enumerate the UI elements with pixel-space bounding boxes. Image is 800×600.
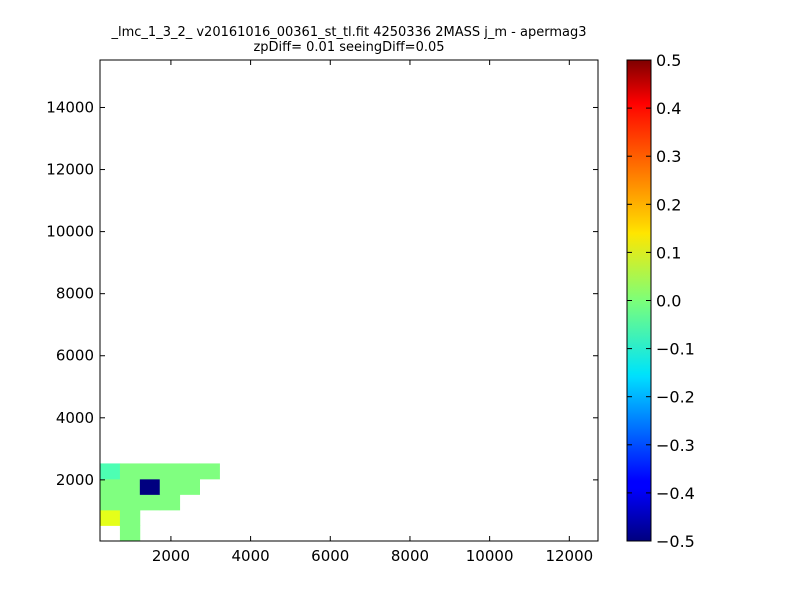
heatmap-cell <box>100 463 121 480</box>
heatmap-cell <box>159 463 181 480</box>
colorbar-tick-label: −0.1 <box>656 340 695 359</box>
y-tick-label: 12000 <box>46 161 94 179</box>
colorbar-tick-label: 0.1 <box>656 243 681 262</box>
heatmap-cell <box>119 525 141 542</box>
heatmap-cell <box>100 509 121 526</box>
colorbar-tick-label: 0.3 <box>656 147 681 166</box>
y-tick-label: 14000 <box>46 98 94 116</box>
heatmap-cell <box>119 478 141 495</box>
colorbar-tick-label: 0.5 <box>656 51 681 70</box>
y-tick-label: 10000 <box>46 223 94 241</box>
colorbar-tick-label: 0.2 <box>656 195 681 214</box>
colorbar-tick-label: −0.4 <box>656 484 695 503</box>
colorbar-axis: 0.5 0.4 0.3 0.2 0.1 0.0 −0.1 −0.2 −0.3 −0.4 −0.5 <box>627 51 695 551</box>
colorbar-tick-label: 0.0 <box>656 292 681 311</box>
x-tick-label: 10000 <box>466 547 514 565</box>
x-tick-label: 8000 <box>391 547 429 565</box>
heatmap-cell <box>199 463 220 480</box>
y-tick-label: 2000 <box>56 471 94 489</box>
y-tick-label: 6000 <box>56 347 94 365</box>
heatmap-cell <box>139 478 161 495</box>
y-tick-label: 4000 <box>56 409 94 427</box>
heatmap-cell <box>139 463 161 480</box>
heatmap-cell <box>159 478 181 495</box>
chart-title-line-2: zpDiff= 0.01 seeingDiff=0.05 <box>253 40 445 55</box>
colorbar-tick-label: −0.5 <box>656 532 695 551</box>
heatmap-cell <box>100 478 121 495</box>
chart-title-line-1: _lmc_1_3_2_ v20161016_00361_st_tl.fit 42… <box>111 25 587 40</box>
x-axis: 2000 4000 6000 8000 10000 12000 <box>152 60 593 565</box>
heatmap-cell <box>119 494 141 511</box>
heatmap-cell <box>179 463 200 480</box>
heatmap-cell <box>139 494 161 511</box>
heatmap-cells <box>100 463 220 542</box>
heatmap-cell <box>119 509 141 526</box>
y-axis: 2000 4000 6000 8000 10000 12000 14000 <box>46 98 598 489</box>
x-tick-label: 12000 <box>545 547 593 565</box>
heatmap-cell <box>100 494 121 511</box>
x-tick-label: 2000 <box>152 547 190 565</box>
colorbar-tick-label: 0.4 <box>656 99 681 118</box>
heatmap-cell <box>119 463 141 480</box>
x-tick-label: 6000 <box>311 547 349 565</box>
y-tick-label: 8000 <box>56 285 94 303</box>
x-tick-label: 4000 <box>232 547 270 565</box>
heatmap-cell <box>159 494 181 511</box>
colorbar-tick-label: −0.2 <box>656 388 695 407</box>
plot-frame <box>99 59 599 542</box>
colorbar-tick-label: −0.3 <box>656 436 695 455</box>
heatmap-cell <box>179 478 200 495</box>
